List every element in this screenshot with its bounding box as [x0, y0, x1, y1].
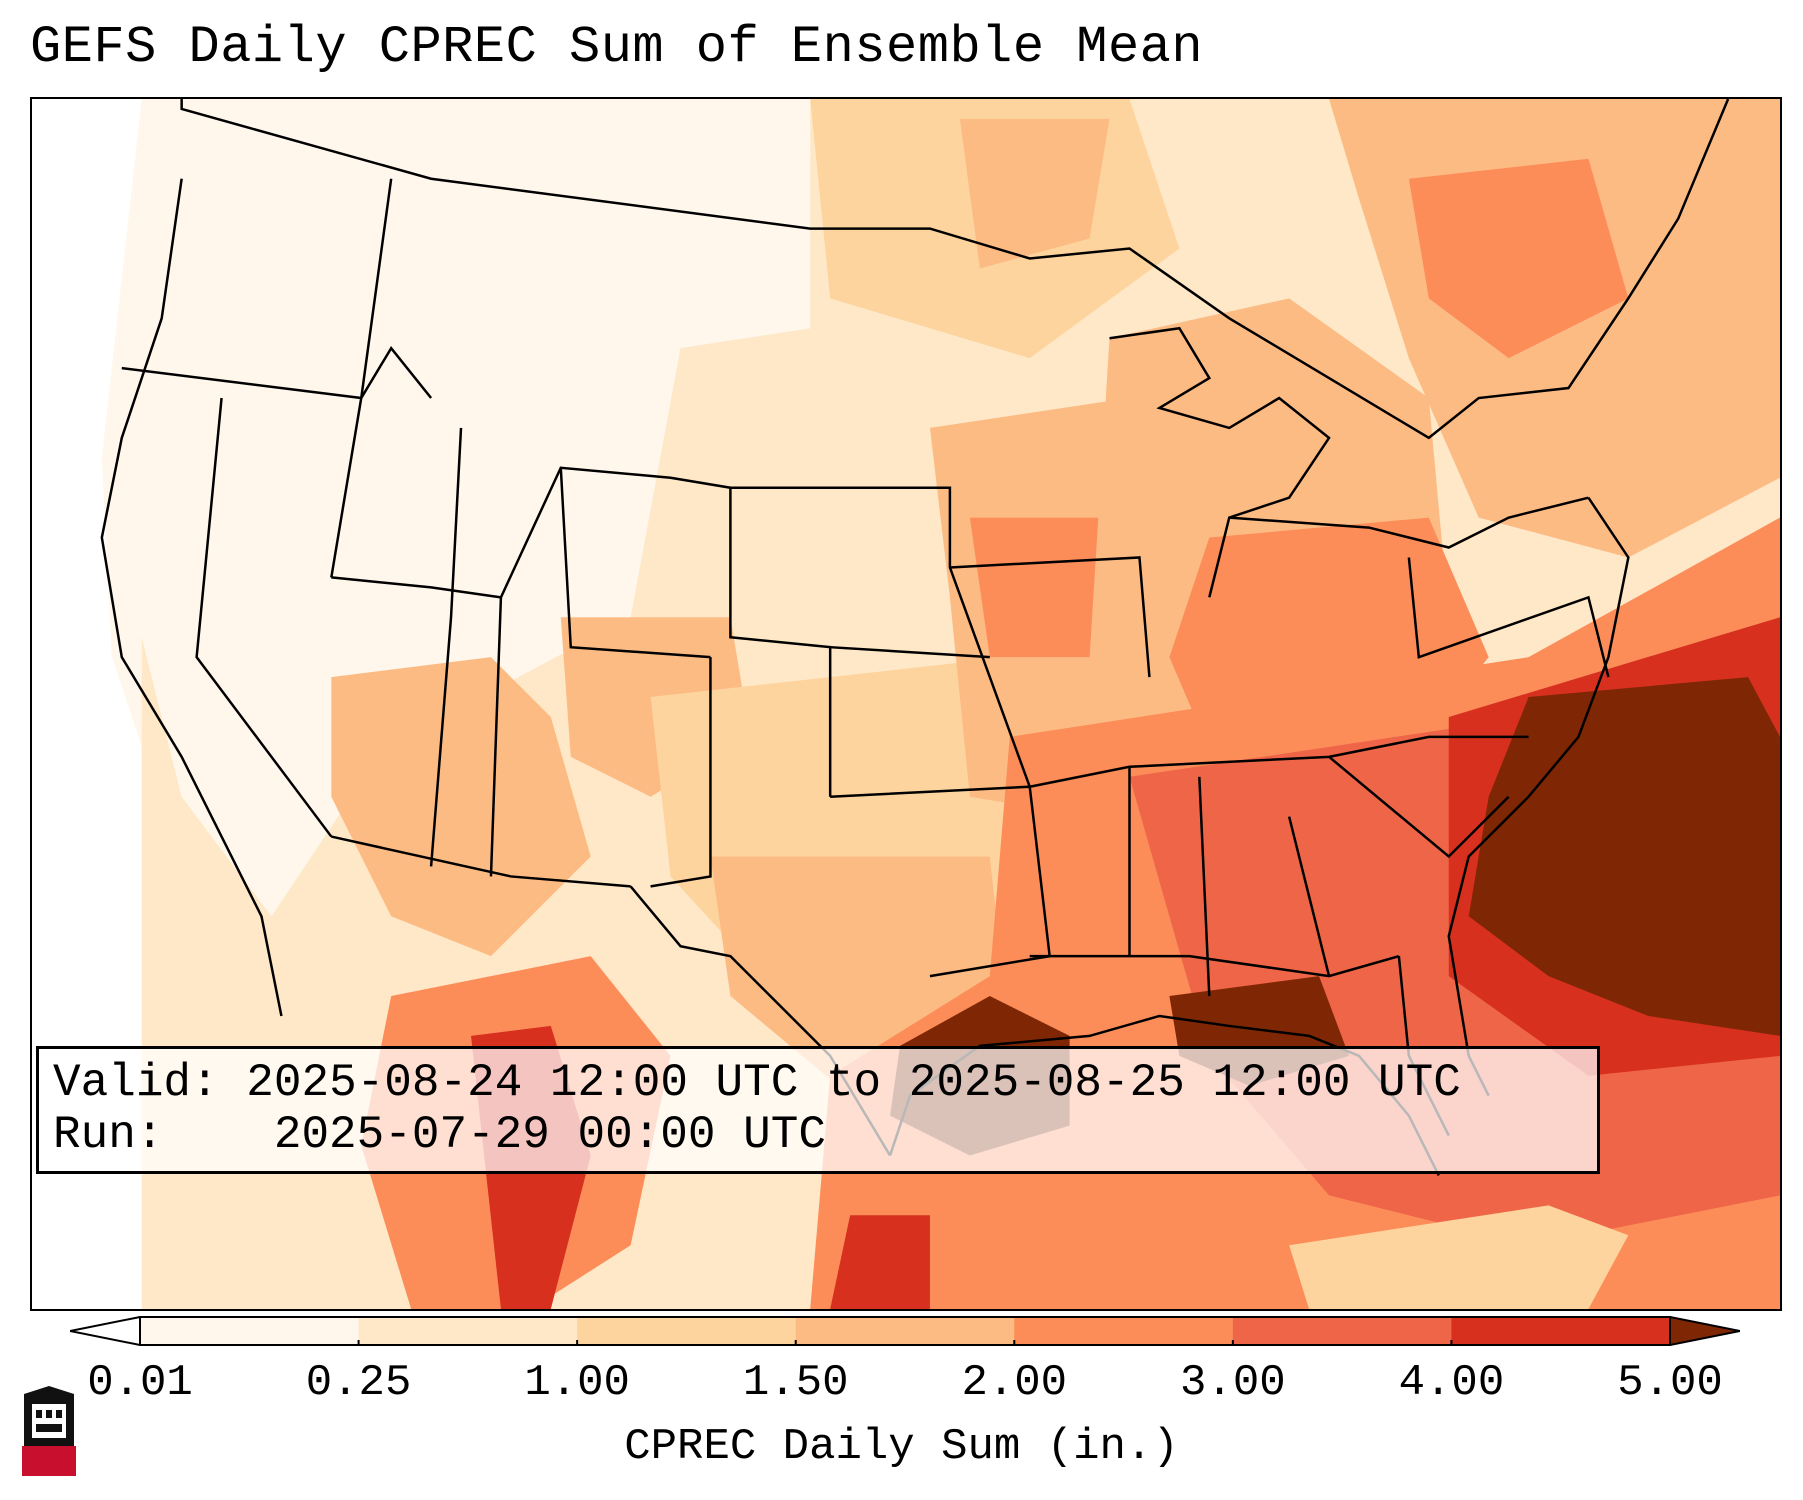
- colorbar-segment: [577, 1317, 797, 1345]
- political-boundaries: [100, 99, 1730, 1176]
- colorbar-over-arrow: [1669, 1316, 1740, 1346]
- colorbar-tick-label: 5.00: [1617, 1358, 1723, 1408]
- colorbar-label: CPREC Daily Sum (in.): [624, 1422, 1179, 1472]
- colorbar-segment: [140, 1317, 360, 1345]
- colorbar-segment: [1451, 1317, 1671, 1345]
- validity-info-box: Valid: 2025-08-24 12:00 UTC to 2025-08-2…: [36, 1046, 1600, 1174]
- niu-logo-icon: [22, 1386, 76, 1476]
- valid-value: 2025-08-24 12:00 UTC to 2025-08-25 12:00…: [246, 1057, 1461, 1109]
- colorbar-segment: [1232, 1317, 1452, 1345]
- colorbar-tick-label: 3.00: [1180, 1358, 1286, 1408]
- colorbar-tick-label: 0.25: [305, 1358, 412, 1408]
- colorbar-segment: [358, 1317, 578, 1345]
- colorbar-tick-label: 1.50: [742, 1358, 849, 1408]
- colorbar-svg: [70, 1316, 1740, 1346]
- colorbar-tick-label: 2.00: [961, 1358, 1068, 1408]
- colorbar-tick-label: 1.00: [524, 1358, 630, 1408]
- page-title: GEFS Daily CPREC Sum of Ensemble Mean: [30, 18, 1204, 77]
- colorbar-segment: [1014, 1317, 1234, 1345]
- colorbar-tick-label: 0.01: [87, 1358, 193, 1408]
- colorbar: [70, 1316, 1740, 1346]
- valid-label: Valid:: [53, 1057, 219, 1109]
- colorbar-under-arrow: [70, 1316, 141, 1346]
- run-label: Run:: [53, 1109, 164, 1161]
- run-value: 2025-07-29 00:00 UTC: [273, 1109, 826, 1161]
- colorbar-tick-label: 4.00: [1398, 1358, 1505, 1408]
- colorbar-outline: [139, 1316, 1671, 1346]
- colorbar-segment: [795, 1317, 1015, 1345]
